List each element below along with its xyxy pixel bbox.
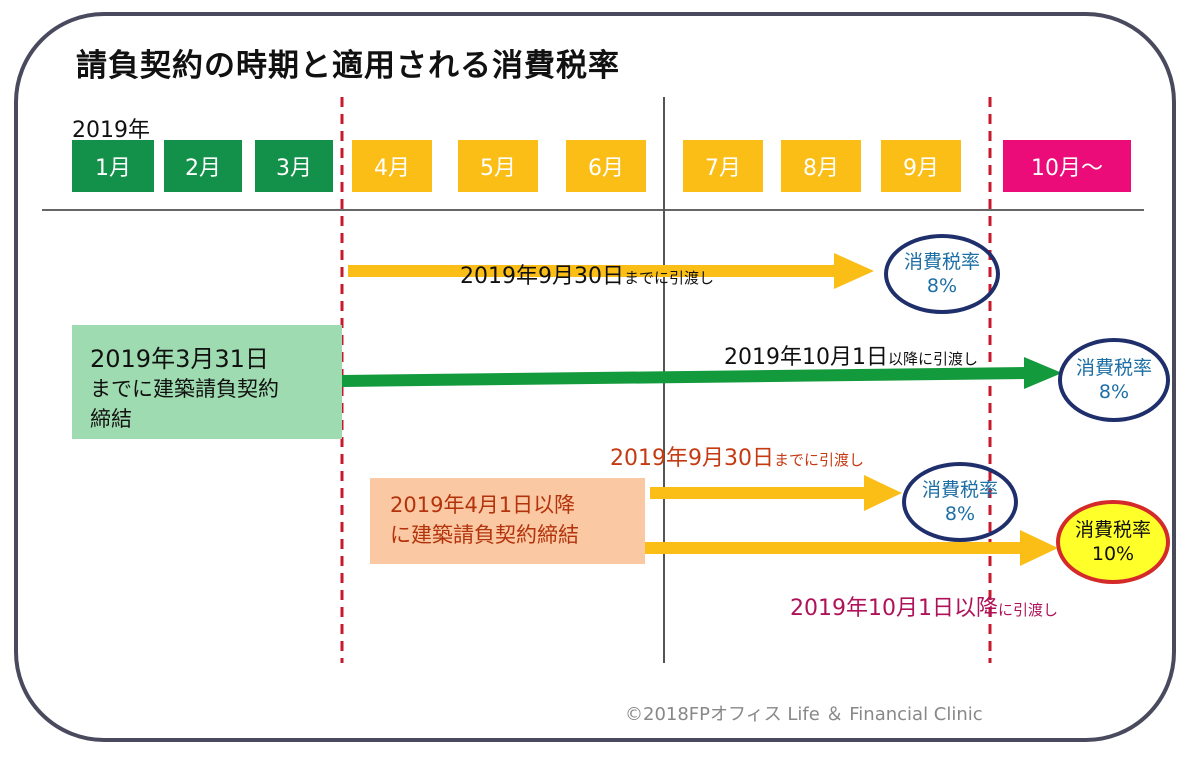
rate-4-label: 消費税率 [1074, 519, 1151, 541]
rate-3-value: 8% [944, 503, 976, 525]
page-title: 請負契約の時期と適用される消費税率 [76, 48, 620, 84]
contract-before-text: までに建築請負契約 [90, 377, 279, 401]
contract-before-box: 2019年3月31日 までに建築請負契約 締結 [72, 325, 342, 439]
month-apr: 4月 [352, 140, 432, 192]
arrow-3-label: 2019年9月30日までに引渡し [610, 446, 864, 471]
month-oct-onward: 10月～ [1003, 140, 1131, 192]
rate-4-value: 10% [1091, 543, 1135, 565]
arrow-4-label: 2019年10月1日以降に引渡し [790, 596, 1058, 621]
contract-before-date: 2019年3月31日 [90, 345, 269, 373]
rate-2-label: 消費税率 [1075, 357, 1152, 379]
arrow-2-label: 2019年10月1日以降に引渡し [724, 345, 978, 370]
month-jul: 7月 [683, 140, 763, 192]
arrow-1-head [834, 253, 874, 289]
month-jun: 6月 [566, 140, 646, 192]
arrow-4-head [1020, 530, 1058, 566]
month-jan: 1月 [72, 140, 154, 192]
rate-circle-2: 消費税率 8% [1058, 338, 1170, 422]
arrow-4-shaft [636, 542, 1022, 554]
arrow-3-shaft [650, 487, 866, 499]
rate-circle-4: 消費税率 10% [1056, 500, 1170, 584]
arrow-3-head [864, 475, 902, 511]
month-mar: 3月 [255, 140, 333, 192]
year-label: 2019年 [72, 118, 150, 143]
rate-1-label: 消費税率 [903, 251, 980, 273]
arrow-1-shaft [348, 265, 836, 277]
contract-before-text-2: 締結 [90, 407, 132, 431]
arrow-2-shaft [342, 367, 1026, 387]
arrow-1-label: 2019年9月30日までに引渡し [460, 264, 714, 289]
contract-after-date: 2019年4月1日以降 [390, 493, 576, 517]
timeline-divider [42, 209, 1144, 211]
rate-1-value: 8% [926, 275, 958, 297]
rate-circle-3: 消費税率 8% [902, 462, 1018, 542]
rate-2-value: 8% [1098, 381, 1130, 403]
contract-after-box: 2019年4月1日以降 に建築請負契約締結 [370, 478, 645, 564]
month-aug: 8月 [781, 140, 861, 192]
month-may: 5月 [458, 140, 538, 192]
rate-circle-1: 消費税率 8% [884, 234, 1000, 314]
rate-3-label: 消費税率 [921, 479, 998, 501]
month-sep: 9月 [881, 140, 961, 192]
arrow-2-head [1024, 357, 1062, 389]
contract-after-text: に建築請負契約締結 [390, 523, 579, 547]
month-feb: 2月 [164, 140, 242, 192]
diagram-frame [14, 12, 1176, 742]
copyright: ©2018FPオフィス Life ＆ Financial Clinic [625, 704, 983, 725]
